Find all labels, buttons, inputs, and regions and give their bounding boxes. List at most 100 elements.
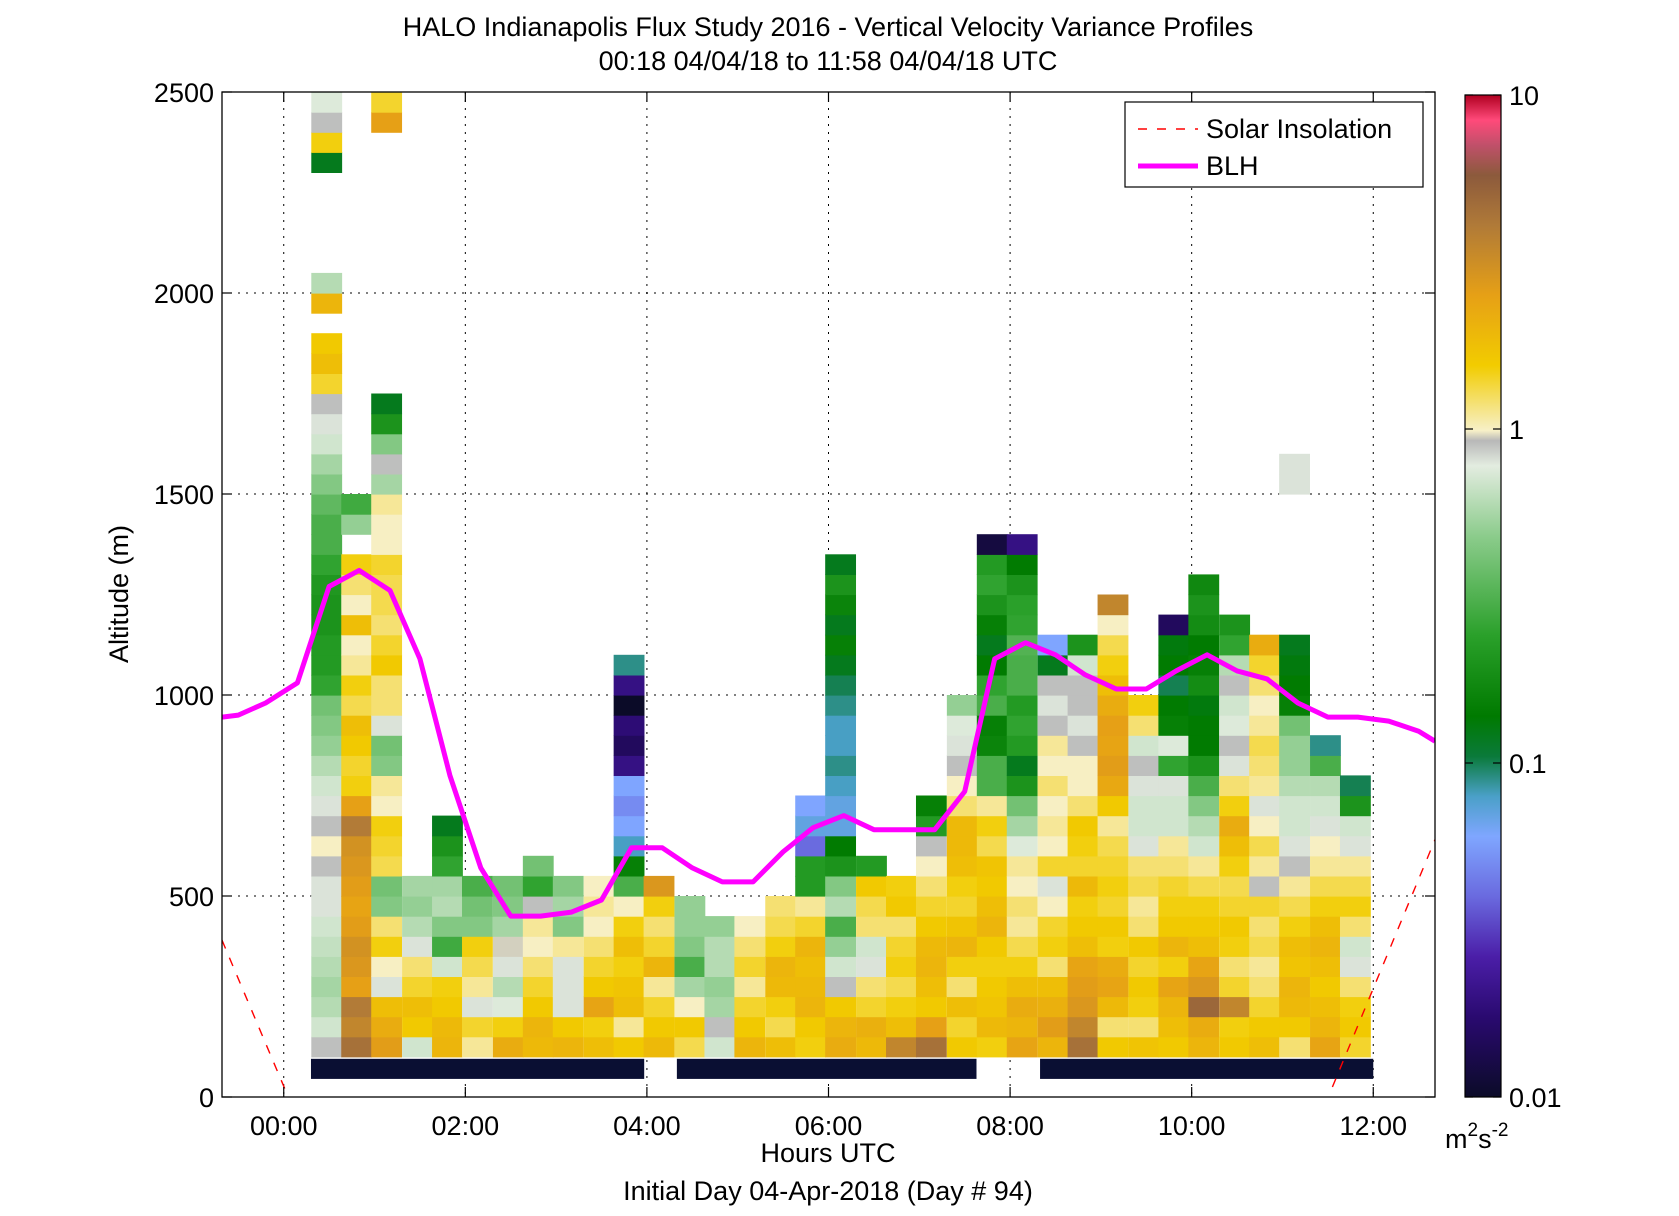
heatmap-cell [1279, 755, 1310, 776]
heatmap-cell [1158, 735, 1190, 756]
heatmap-cell [432, 855, 463, 877]
heatmap-cell [1128, 775, 1160, 797]
heatmap-cell [946, 695, 978, 716]
heatmap-cell [886, 976, 917, 998]
colorbar-ticks: 0.01 0.1 1 10 [1465, 81, 1562, 1113]
heatmap-cell [1279, 896, 1310, 917]
heatmap-cell [311, 453, 343, 475]
heatmap-cell [886, 956, 917, 977]
heatmap-cell [1158, 674, 1190, 696]
heatmap-cell [976, 554, 1008, 575]
heatmap-cell [1037, 916, 1069, 937]
heatmap-cell [371, 1036, 403, 1058]
heatmap-cell [1188, 574, 1220, 596]
heatmap-cell [886, 875, 917, 897]
heatmap-cell [643, 956, 675, 977]
heatmap-cell [462, 896, 493, 917]
heatmap-cell [371, 695, 403, 716]
low-data-segment [676, 1058, 977, 1079]
heatmap-cell [492, 875, 524, 897]
heatmap-cell [765, 1036, 797, 1058]
heatmap-cell [1279, 835, 1310, 857]
heatmap-cell [1097, 735, 1129, 756]
heatmap-cell [1249, 755, 1281, 776]
heatmap-cell [1067, 855, 1099, 877]
low-data-segment [1040, 1058, 1374, 1079]
heatmap-cell [1037, 996, 1069, 1018]
heatmap-cell [311, 514, 343, 535]
heatmap-cell [1310, 896, 1341, 917]
x-tick-label: 00:00 [250, 1111, 318, 1141]
heatmap-cell [311, 92, 343, 93]
heatmap-cell [1037, 835, 1069, 857]
heatmap-cell [371, 775, 403, 797]
heatmap-cell [432, 1036, 463, 1058]
heatmap-cell [1006, 996, 1038, 1018]
heatmap-cell [886, 896, 917, 917]
y-axis-ticks: 0 500 1000 1500 2000 2500 [154, 78, 1435, 1113]
heatmap-cell [1279, 936, 1310, 957]
heatmap-cell [1249, 795, 1281, 817]
heatmap-cell [1249, 815, 1281, 837]
heatmap-cell [915, 855, 947, 877]
heatmap-cell [946, 715, 978, 736]
heatmap-cell [1279, 674, 1310, 696]
heatmap-cell [1037, 795, 1069, 817]
heatmap-cell [311, 92, 343, 113]
heatmap-cell [613, 976, 645, 998]
heatmap-cell [613, 695, 645, 716]
y-tick-label: 2000 [154, 279, 214, 309]
heatmap-cell [856, 916, 887, 937]
heatmap-cell [341, 815, 373, 837]
heatmap-cell [1128, 835, 1160, 857]
heatmap-cell [795, 996, 827, 1018]
heatmap-cell [462, 875, 493, 897]
heatmap-cell [1097, 976, 1129, 998]
heatmap-cell [643, 936, 675, 957]
heatmap-cell [1067, 996, 1099, 1018]
heatmap-cell [1219, 614, 1251, 636]
y-axis-label: Altitude (m) [104, 525, 134, 663]
heatmap-cell [1037, 936, 1069, 957]
heatmap-cell [1158, 956, 1190, 977]
heatmap-cell [734, 976, 766, 998]
heatmap-cell [976, 715, 1008, 736]
heatmap-cell [492, 1036, 524, 1058]
heatmap-cell [1067, 795, 1099, 817]
colorbar-tick-label: 0.01 [1509, 1083, 1562, 1113]
heatmap-cell [674, 1016, 706, 1038]
heatmap-cell [492, 976, 524, 998]
heatmap-cell [1097, 835, 1129, 857]
heatmap-cell [1067, 835, 1099, 857]
heatmap-cell [462, 1036, 493, 1058]
heatmap-cell [1037, 1016, 1069, 1038]
heatmap-cell [825, 715, 857, 736]
heatmap-cell [1310, 956, 1341, 977]
heatmap-cell [583, 956, 615, 977]
heatmap-cell [371, 32, 402, 53]
heatmap-cell [1097, 996, 1129, 1018]
heatmap-cell [1249, 936, 1281, 957]
heatmap-cell [946, 956, 978, 977]
heatmap-cell [1067, 976, 1099, 998]
heatmap-cell [341, 554, 373, 575]
heatmap-cell [402, 936, 433, 957]
heatmap-cell [1067, 936, 1099, 957]
colorbar-unit: m2s-2 [1445, 1120, 1508, 1154]
heatmap-cell [915, 795, 947, 817]
heatmap-cell [522, 855, 554, 877]
heatmap-cell [1067, 755, 1099, 776]
heatmap-cell [1279, 735, 1310, 756]
heatmap-cell [311, 413, 343, 435]
heatmap-cell [825, 735, 857, 756]
heatmap-cell [462, 956, 493, 977]
heatmap-cell [825, 956, 857, 977]
heatmap-cell [371, 1016, 403, 1038]
heatmap-cell [1339, 875, 1371, 897]
heatmap-cell [856, 896, 887, 917]
heatmap-cell [371, 433, 403, 455]
heatmap-cell [371, 614, 403, 636]
heatmap-cell [915, 1036, 947, 1058]
heatmap-cell [311, 534, 343, 555]
